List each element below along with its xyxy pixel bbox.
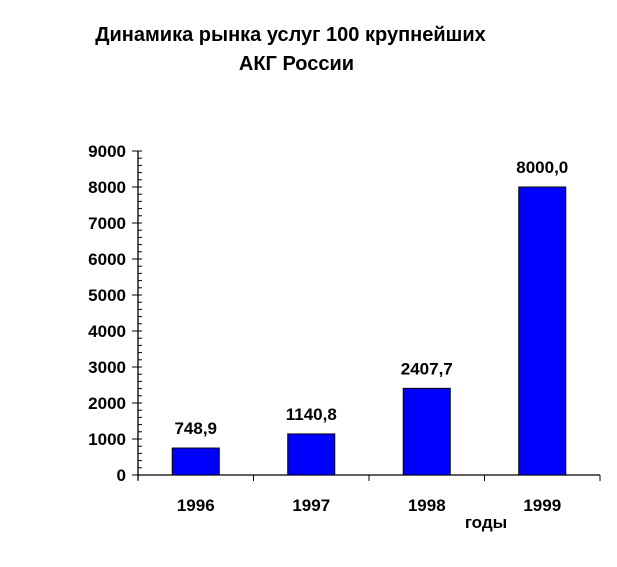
x-axis-title: годы — [465, 513, 507, 532]
bar-1997 — [287, 433, 336, 476]
x-tick-label: 1999 — [523, 496, 561, 515]
y-tick-label: 5000 — [88, 286, 126, 305]
y-tick-label: 2000 — [88, 394, 126, 413]
bar-1998 — [402, 387, 451, 476]
x-tick-label: 1998 — [408, 496, 446, 515]
data-label-1997: 1140,8 — [286, 405, 337, 424]
chart-title-line-2: АКГ России — [238, 53, 355, 75]
y-tick-label: 0 — [117, 466, 126, 485]
data-label-1999: 8000,0 — [516, 158, 568, 177]
y-tick-label: 7000 — [88, 214, 126, 233]
x-tick-label: 1997 — [292, 496, 330, 515]
y-tick-label: 9000 — [88, 142, 126, 161]
y-tick-label: 6000 — [88, 250, 126, 269]
bar-1999 — [518, 186, 567, 476]
bar-1996 — [171, 447, 220, 476]
x-tick-label: 1996 — [177, 496, 215, 515]
y-tick-label: 4000 — [88, 322, 126, 341]
data-label-1998: 2407,7 — [401, 359, 453, 378]
y-tick-label: 8000 — [88, 178, 126, 197]
y-tick-label: 1000 — [88, 430, 126, 449]
y-tick-label: 3000 — [88, 358, 126, 377]
chart-title-line-1: Динамика рынка услуг 100 крупнейших — [95, 24, 486, 46]
data-label-1996: 748,9 — [174, 419, 217, 438]
